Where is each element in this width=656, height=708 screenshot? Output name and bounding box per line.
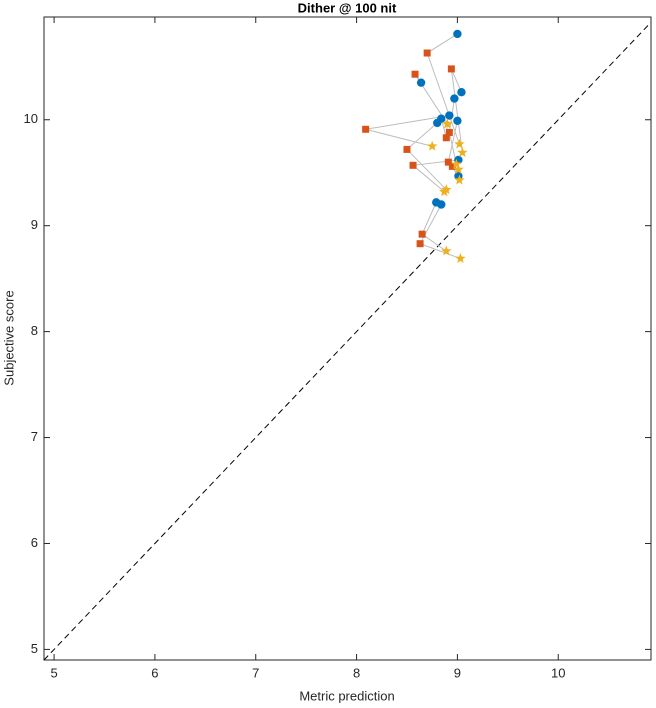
point [362,125,370,133]
x-tick-label: 10 [551,665,565,680]
point [447,65,455,73]
point [442,134,450,142]
point [444,158,452,166]
point [455,253,466,263]
point [441,245,452,256]
point [416,78,426,87]
point [442,118,453,129]
point [437,200,446,209]
point [418,230,426,238]
point [448,162,456,170]
plot-frame [43,16,652,661]
point [453,116,462,126]
y-axis-label: Subjective score [1,290,16,385]
x-tick-label: 8 [353,665,360,680]
point [454,138,465,149]
point [416,240,424,248]
point [445,111,454,120]
point [403,145,411,153]
y-tick-label: 10 [24,111,38,126]
y-tick-label: 9 [31,217,38,232]
diagonal [43,21,652,661]
point [411,70,419,78]
y-tick-label: 5 [31,641,38,656]
point [409,161,417,169]
point [451,158,462,169]
y-tick-label: 7 [31,429,38,444]
point [433,118,442,128]
point [426,140,438,151]
point [457,147,468,158]
x-tick-label: 6 [151,665,158,680]
point [457,88,466,97]
point [445,128,453,136]
point [423,49,431,57]
x-tick-label: 9 [454,665,461,680]
y-tick-label: 8 [31,323,38,338]
point [441,184,452,195]
point [450,94,459,103]
chart-title: Dither @ 100 nit [298,0,397,15]
point [439,186,450,197]
x-tick-label: 5 [50,665,57,680]
x-tick-label: 7 [252,665,259,680]
point [453,29,462,39]
point [453,164,464,174]
y-tick-label: 6 [31,535,38,550]
x-axis-label: Metric prediction [299,688,394,703]
point [454,174,465,185]
